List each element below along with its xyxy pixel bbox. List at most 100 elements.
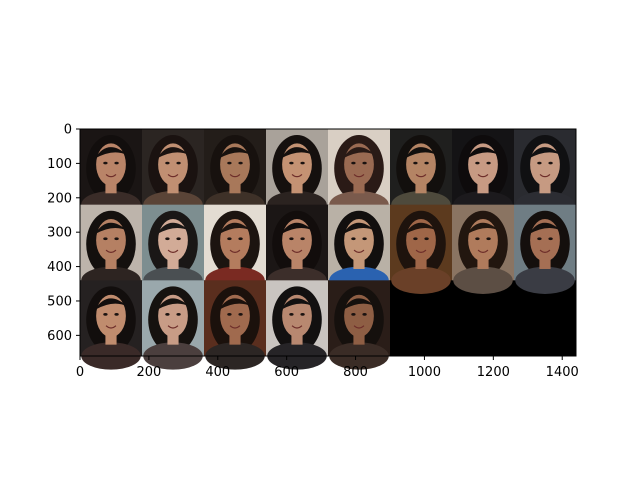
tile-mouth bbox=[477, 249, 489, 253]
y-axis: 0 100 200 300 400 500 600 bbox=[47, 123, 80, 344]
tile-eye-left bbox=[103, 161, 108, 165]
image-tile bbox=[514, 204, 576, 294]
tile-eye-left bbox=[475, 237, 480, 241]
tile-mouth bbox=[353, 325, 365, 329]
tile-eye-left bbox=[289, 161, 294, 165]
tile-eye-left bbox=[351, 313, 356, 316]
x-tick-label: 0 bbox=[76, 365, 84, 380]
tile-eye-left bbox=[103, 313, 108, 316]
tile-fringe bbox=[94, 147, 128, 159]
tile-eye-left bbox=[165, 237, 170, 241]
tile-eye-right bbox=[114, 313, 119, 316]
x-tick-label: 1200 bbox=[477, 365, 510, 380]
x-tick-label: 600 bbox=[274, 365, 299, 380]
image-tile bbox=[204, 204, 266, 294]
tile-mouth bbox=[539, 173, 551, 178]
tile-mouth bbox=[105, 325, 117, 329]
axes-frame bbox=[79, 128, 577, 357]
tile-eye-left bbox=[227, 237, 232, 241]
tile-eye-right bbox=[176, 161, 181, 165]
image-tile bbox=[142, 280, 204, 370]
tile-eye-left bbox=[537, 237, 542, 241]
tile-mouth bbox=[291, 173, 303, 178]
tile-eye-left bbox=[351, 161, 356, 165]
tile-fringe bbox=[156, 222, 190, 235]
tile-fringe bbox=[156, 147, 190, 159]
tile-mouth bbox=[105, 173, 117, 178]
tile-neck bbox=[415, 181, 427, 194]
y-tick-label: 0 bbox=[64, 123, 72, 138]
tile-mouth bbox=[229, 249, 241, 253]
tile-eye-right bbox=[424, 237, 429, 241]
tile-eye-left bbox=[289, 313, 294, 316]
image-tile bbox=[142, 129, 204, 219]
tile-neck bbox=[415, 256, 427, 269]
tile-fringe bbox=[218, 147, 252, 159]
tile-neck bbox=[167, 332, 179, 345]
tile-eye-right bbox=[300, 161, 305, 165]
y-tick-label: 200 bbox=[47, 191, 72, 206]
tile-neck bbox=[477, 256, 489, 269]
tile-eye-right bbox=[176, 237, 181, 241]
tile-eye-right bbox=[424, 161, 429, 165]
tile-mouth bbox=[291, 249, 303, 253]
tile-fringe bbox=[342, 147, 376, 159]
tile-eye-left bbox=[413, 237, 418, 241]
tile-eye-left bbox=[227, 161, 232, 165]
tile-fringe bbox=[404, 222, 438, 235]
tile-eye-right bbox=[114, 161, 119, 165]
tile-neck bbox=[353, 332, 365, 345]
tile-eye-left bbox=[103, 237, 108, 241]
tile-eye-left bbox=[537, 161, 542, 165]
y-tick-label: 500 bbox=[47, 294, 72, 309]
tile-eye-left bbox=[475, 161, 480, 165]
image-tile bbox=[390, 204, 452, 294]
image-tile bbox=[80, 129, 142, 219]
tile-mouth bbox=[353, 249, 365, 253]
tile-neck bbox=[353, 256, 365, 269]
tile-eye-right bbox=[238, 237, 243, 241]
tile-fringe bbox=[342, 298, 376, 310]
image-tile bbox=[452, 204, 514, 294]
tile-eye-left bbox=[165, 161, 170, 165]
tile-eye-right bbox=[362, 161, 367, 165]
tile-neck bbox=[229, 181, 241, 194]
tile-shoulders bbox=[391, 266, 451, 294]
tile-shoulders bbox=[453, 266, 513, 294]
tile-fringe bbox=[528, 147, 562, 159]
tile-eye-right bbox=[176, 313, 181, 316]
tile-mouth bbox=[353, 173, 365, 178]
tile-fringe bbox=[342, 222, 376, 235]
x-tick-label: 1000 bbox=[408, 365, 441, 380]
tile-eye-right bbox=[486, 161, 491, 165]
x-axis: 0 200 400 600 800 1000 1200 1400 bbox=[76, 356, 579, 380]
tile-eye-right bbox=[300, 313, 305, 316]
x-tick-label: 200 bbox=[136, 365, 161, 380]
tile-fringe bbox=[404, 147, 438, 159]
tile-neck bbox=[105, 181, 117, 194]
tile-neck bbox=[539, 256, 551, 269]
tile-eye-left bbox=[227, 313, 232, 316]
tile-mouth bbox=[415, 249, 427, 253]
tile-eye-right bbox=[114, 237, 119, 241]
tile-fringe bbox=[280, 298, 314, 310]
tile-neck bbox=[229, 256, 241, 269]
x-tick-label: 400 bbox=[205, 365, 230, 380]
tile-eye-right bbox=[486, 237, 491, 241]
tile-eye-right bbox=[300, 237, 305, 241]
image-tile bbox=[142, 204, 204, 294]
tile-eye-left bbox=[289, 237, 294, 241]
tile-eye-right bbox=[548, 161, 553, 165]
tile-eye-left bbox=[351, 237, 356, 241]
tile-mouth bbox=[167, 173, 179, 178]
x-tick-label: 1400 bbox=[546, 365, 579, 380]
tile-mouth bbox=[539, 249, 551, 253]
tile-neck bbox=[167, 256, 179, 269]
tile-eye-right bbox=[238, 313, 243, 316]
image-grid bbox=[80, 129, 576, 370]
y-tick-label: 300 bbox=[47, 226, 72, 241]
tile-fringe bbox=[280, 147, 314, 159]
tile-neck bbox=[105, 332, 117, 345]
tile-neck bbox=[291, 181, 303, 194]
image-tile bbox=[328, 280, 390, 370]
